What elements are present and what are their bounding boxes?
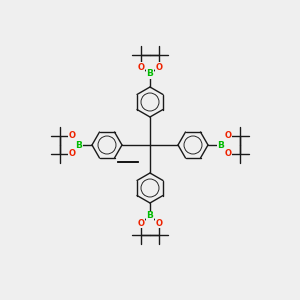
Text: B: B [147,70,153,79]
Text: O: O [68,149,76,158]
Text: O: O [137,218,145,227]
Text: O: O [155,62,163,71]
Text: B: B [218,140,224,149]
Text: O: O [68,131,76,140]
Text: B: B [76,140,82,149]
Text: B: B [147,212,153,220]
Text: O: O [224,149,232,158]
Text: O: O [137,62,145,71]
Text: O: O [224,131,232,140]
Text: O: O [155,218,163,227]
